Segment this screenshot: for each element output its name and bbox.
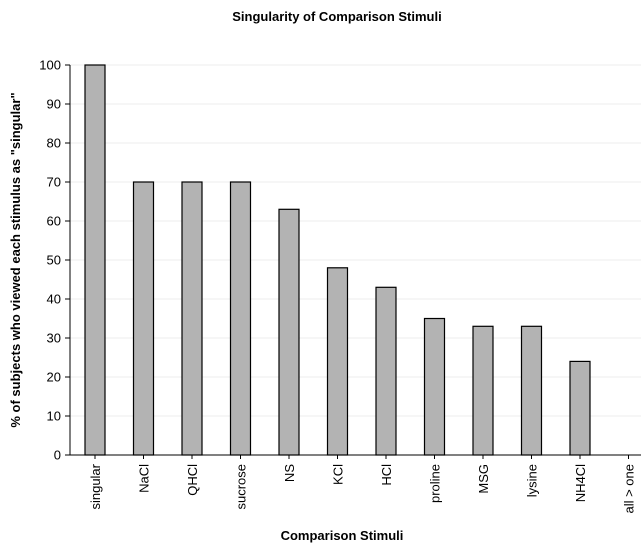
x-category-label: QHCl [185, 464, 200, 496]
bar-singular [84, 64, 106, 456]
bar-qhcl [181, 181, 203, 456]
bar-kcl [326, 267, 349, 456]
y-tick-label: 40 [47, 292, 61, 307]
bar-proline [423, 317, 446, 456]
x-category-label: NaCl [137, 464, 152, 493]
x-category-label: singular [88, 463, 103, 509]
x-category-label: all > one [622, 464, 637, 514]
y-axis-label: % of subjects who viewed each stimulus a… [8, 92, 23, 427]
y-tick-label: 100 [39, 58, 61, 73]
y-tick-label: 0 [54, 448, 61, 463]
bar-hcl [375, 286, 397, 456]
x-category-label: NH4Cl [573, 464, 588, 502]
x-category-label: NS [282, 464, 297, 482]
bar-ns [278, 208, 300, 456]
y-tick-label: 50 [47, 253, 61, 268]
y-tick-label: 70 [47, 175, 61, 190]
x-axis-label: Comparison Stimuli [281, 528, 404, 543]
bars [84, 64, 591, 456]
x-category-label: HCl [379, 464, 394, 486]
y-tick-label: 90 [47, 97, 61, 112]
x-category-label: KCl [331, 464, 346, 485]
x-category-label: proline [428, 464, 443, 503]
y-tick-label: 30 [47, 331, 61, 346]
gridlines [70, 64, 641, 417]
y-tick-label: 60 [47, 214, 61, 229]
x-category-label: sucrose [234, 464, 249, 510]
bar-msg [472, 325, 494, 456]
y-axis-ticks: 0 10 20 30 40 50 60 70 80 90 100 [39, 58, 70, 463]
bar-nacl [132, 181, 155, 456]
x-category-label: lysine [525, 464, 540, 497]
chart-title: Singularity of Comparison Stimuli [232, 9, 441, 24]
y-tick-label: 80 [47, 136, 61, 151]
x-axis-categories: singular NaCl QHCl sucrose NS KCl HCl proline MS… [88, 455, 637, 514]
bar-nh4cl [569, 360, 591, 456]
bar-sucrose [229, 181, 252, 456]
y-tick-label: 10 [47, 409, 61, 424]
x-category-label: MSG [476, 464, 491, 494]
bar-lysine [520, 325, 543, 456]
y-tick-label: 20 [47, 370, 61, 385]
